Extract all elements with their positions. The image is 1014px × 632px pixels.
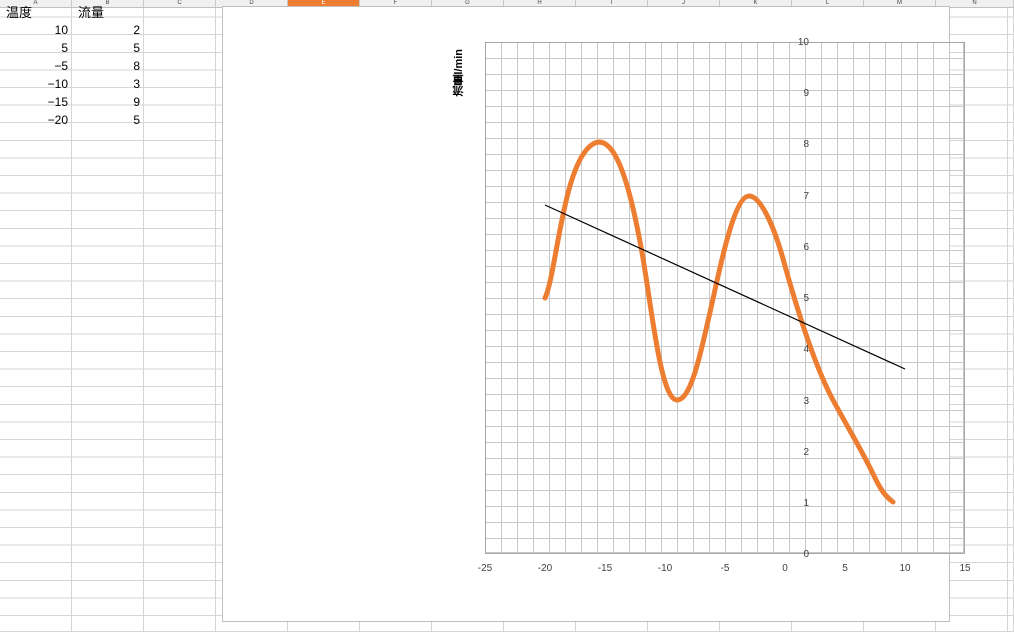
ytick-6: 6 — [803, 242, 809, 253]
column-header-g[interactable]: G — [432, 0, 504, 7]
column-header-b[interactable]: B — [72, 0, 144, 7]
cell-a3[interactable]: 5 — [61, 41, 68, 55]
xtick-15: 15 — [959, 563, 971, 574]
ytick-0: 0 — [803, 549, 809, 560]
column-header-f[interactable]: F — [360, 0, 432, 7]
cell-b3[interactable]: 5 — [133, 41, 140, 55]
column-header-k[interactable]: K — [720, 0, 792, 7]
column-header-d[interactable]: D — [216, 0, 288, 7]
cell-a6[interactable]: −15 — [47, 95, 68, 109]
ytick-9: 9 — [803, 88, 809, 99]
column-header-i[interactable]: I — [576, 0, 648, 7]
xtick-5: 5 — [842, 563, 848, 574]
plot-area-svg — [542, 139, 906, 505]
cell-b7[interactable]: 5 — [133, 113, 140, 127]
cell-b2[interactable]: 2 — [133, 23, 140, 37]
cell-b1[interactable]: 流量 — [78, 5, 105, 20]
ytick-3: 3 — [803, 396, 809, 407]
cell-b4[interactable]: 8 — [133, 59, 140, 73]
xtick--5: -5 — [720, 563, 730, 574]
xtick--25: -25 — [477, 563, 493, 574]
column-header-e[interactable]: E — [288, 0, 360, 7]
column-header-c[interactable]: C — [144, 0, 216, 7]
cell-a4[interactable]: −5 — [54, 59, 68, 73]
ytick-2: 2 — [803, 447, 809, 458]
xtick--15: -15 — [597, 563, 613, 574]
plot-area-gridlines — [485, 42, 965, 554]
ytick-7: 7 — [803, 191, 809, 202]
cell-a5[interactable]: −10 — [47, 77, 68, 91]
xtick-10: 10 — [899, 563, 911, 574]
ytick-1: 1 — [803, 498, 809, 509]
series-flow-line — [542, 139, 896, 505]
column-header-h[interactable]: H — [504, 0, 576, 7]
cell-b5[interactable]: 3 — [133, 77, 140, 91]
xtick--20: -20 — [537, 563, 553, 574]
ytick-8: 8 — [803, 139, 809, 150]
xtick--10: -10 — [657, 563, 673, 574]
cell-a2[interactable]: 10 — [54, 23, 68, 37]
ytick-5: 5 — [803, 293, 809, 304]
chart-container[interactable]: 10 9 8 7 6 5 4 3 2 1 0 -25 -20 -15 -10 -… — [222, 6, 971, 622]
column-header-a[interactable]: A — [0, 0, 72, 7]
xtick-0: 0 — [782, 563, 788, 574]
column-header-m[interactable]: M — [864, 0, 936, 7]
column-header-j[interactable]: J — [648, 0, 720, 7]
cell-a1[interactable]: 温度 — [6, 5, 33, 20]
series-trendline — [544, 204, 906, 370]
cell-b6[interactable]: 9 — [133, 95, 140, 109]
column-header-l[interactable]: L — [792, 0, 864, 7]
ytick-4: 4 — [803, 344, 809, 355]
ytick-10: 10 — [797, 37, 809, 48]
y-axis-title: 流量l/min — [453, 49, 465, 97]
cell-a7[interactable]: −20 — [47, 113, 68, 127]
